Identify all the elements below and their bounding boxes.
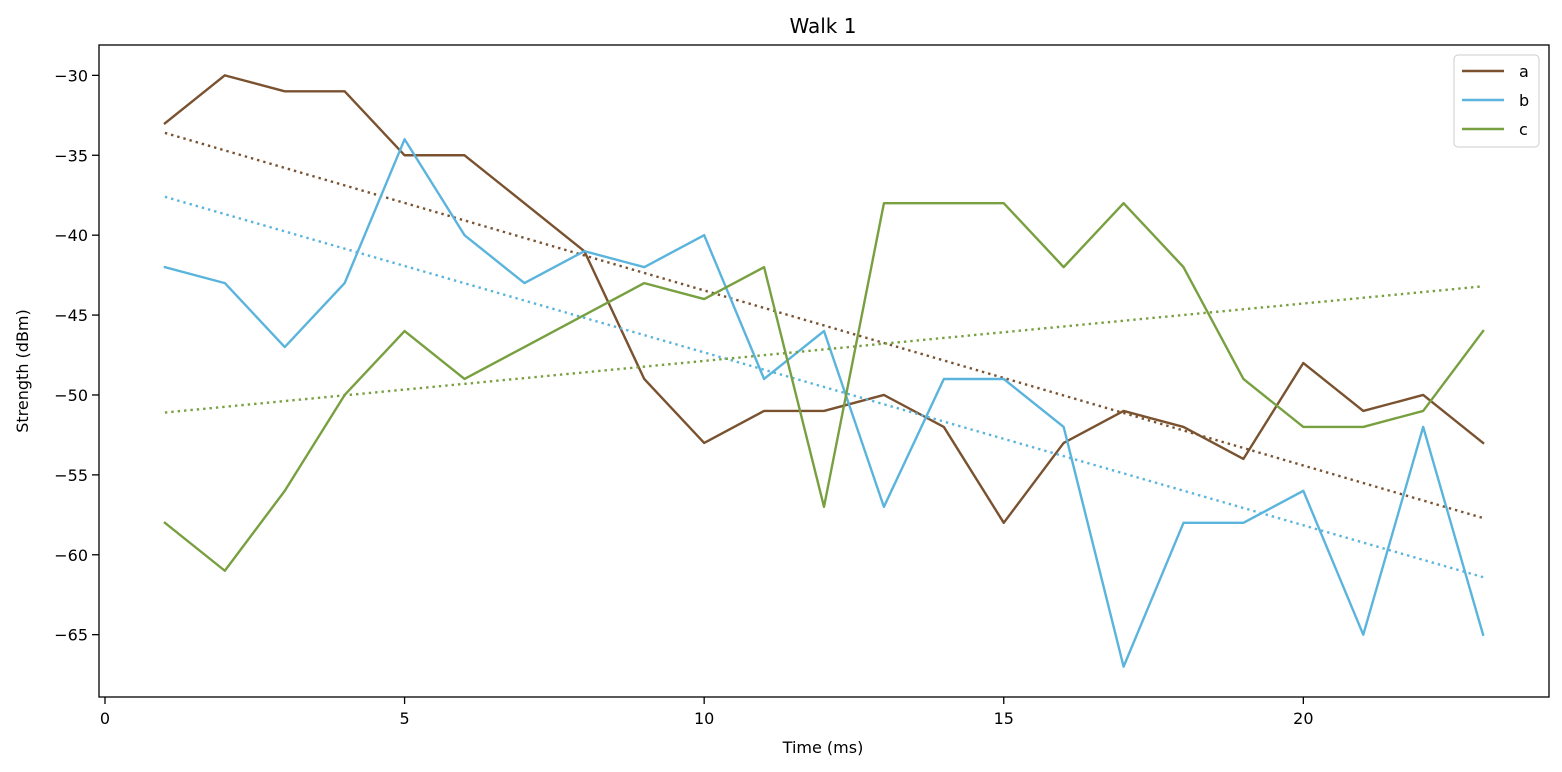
y-tick-label: −35 <box>54 146 88 165</box>
y-tick-label: −65 <box>54 626 88 645</box>
series-layer <box>163 74 1485 668</box>
x-tick-label: 15 <box>994 709 1014 728</box>
x-axis-label: Time (ms) <box>782 738 864 757</box>
plot-frame <box>98 44 1550 698</box>
chart-title: Walk 1 <box>790 14 857 38</box>
x-tick-label: 20 <box>1293 709 1313 728</box>
x-tick-label: 5 <box>399 709 409 728</box>
legend-label-c: c <box>1519 120 1528 139</box>
y-tick-label: −45 <box>54 306 88 325</box>
y-tick-label: −40 <box>54 226 88 245</box>
y-tick-label: −55 <box>54 466 88 485</box>
trend-line-a <box>164 131 1484 520</box>
series-line-a <box>163 74 1485 525</box>
legend-label-b: b <box>1519 91 1529 110</box>
legend-label-a: a <box>1519 62 1529 81</box>
legend: abc <box>1453 54 1540 148</box>
y-axis-ticks: −30 −35 −40 −45 −50 −55 −60 −65 <box>54 66 99 645</box>
x-tick-label: 10 <box>694 709 714 728</box>
x-axis-ticks: 0 5 10 15 20 <box>100 697 1314 728</box>
y-tick-label: −60 <box>54 546 88 565</box>
series-line-c <box>163 202 1485 572</box>
y-axis-label: Strength (dBm) <box>13 309 32 433</box>
series-line-b <box>163 138 1485 668</box>
trend-line-b <box>164 195 1484 579</box>
x-tick-label: 0 <box>100 709 110 728</box>
y-tick-label: −30 <box>54 66 88 85</box>
y-tick-label: −50 <box>54 386 88 405</box>
